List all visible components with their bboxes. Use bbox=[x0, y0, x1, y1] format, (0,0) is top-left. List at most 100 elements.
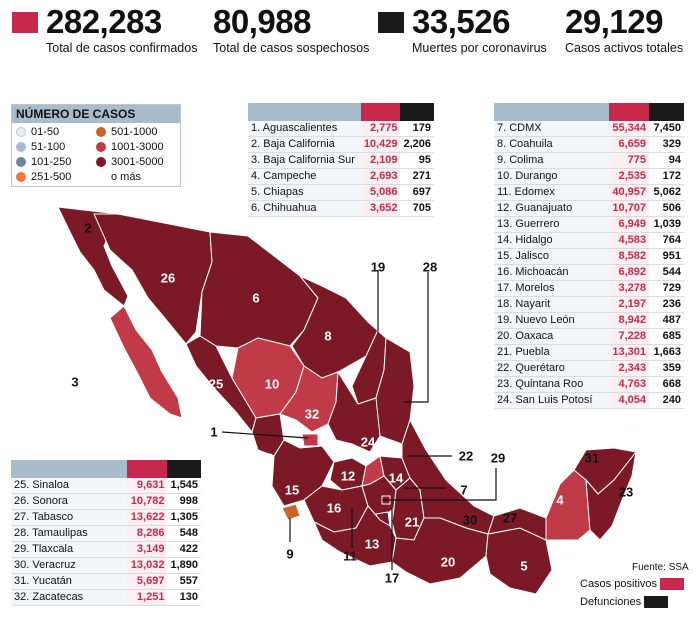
state-name-cell: 13. Guerrero bbox=[494, 216, 609, 234]
positive-cases-cell: 2,343 bbox=[609, 360, 649, 378]
positive-cases-cell: 4,583 bbox=[609, 232, 649, 250]
state-name-cell: 4. Campeche bbox=[248, 168, 361, 186]
red-square-marker bbox=[12, 11, 38, 33]
table-row: 11. Edomex 40,957 5,062 bbox=[494, 184, 684, 202]
state-name-cell: 5. Chiapas bbox=[248, 184, 361, 202]
map-label-22: 22 bbox=[459, 449, 473, 464]
stat-value: 33,526 bbox=[412, 3, 510, 40]
stat-label: Casos activos totales bbox=[565, 41, 684, 55]
positive-cases-cell: 775 bbox=[609, 152, 649, 170]
state-name-cell: 3. Baja California Sur bbox=[248, 152, 361, 170]
state-san-luis-potosi bbox=[327, 370, 381, 453]
key-positive-swatch bbox=[660, 578, 685, 590]
key-deaths-swatch bbox=[644, 596, 669, 608]
state-name-cell: 9. Colima bbox=[494, 152, 609, 170]
deaths-cell: 548 bbox=[167, 525, 201, 543]
table-row: 16. Michoacán 6,892 544 bbox=[494, 264, 684, 282]
map-label-15: 15 bbox=[285, 483, 299, 498]
deaths-cell: 179 bbox=[400, 121, 434, 138]
table-row: 25. Sinaloa 9,631 1,545 bbox=[11, 478, 201, 495]
deaths-cell: 359 bbox=[649, 360, 684, 378]
stat-suspected: 80,988 Total de casos sospechosos bbox=[213, 4, 369, 56]
positive-cases-cell: 3,652 bbox=[360, 200, 401, 218]
map-label-31: 31 bbox=[585, 451, 599, 466]
state-name-cell: 7. CDMX bbox=[494, 121, 609, 138]
legend-item: 01-50 bbox=[16, 125, 96, 139]
map-label-11: 11 bbox=[343, 549, 357, 564]
state-name-cell: 11. Edomex bbox=[494, 184, 609, 202]
state-quintana-roo bbox=[585, 451, 637, 541]
positive-cases-cell: 1,251 bbox=[127, 589, 168, 607]
positive-cases-cell: 2,109 bbox=[360, 152, 401, 170]
legend-label: o más bbox=[111, 171, 141, 183]
positive-cases-cell: 2,197 bbox=[609, 296, 649, 314]
table-row: 31. Yucatán 5,697 557 bbox=[11, 573, 201, 591]
deaths-cell: 951 bbox=[649, 248, 684, 266]
deaths-cell: 705 bbox=[400, 200, 434, 218]
map-label-6: 6 bbox=[252, 291, 259, 306]
deaths-cell: 764 bbox=[649, 232, 684, 250]
deaths-cell: 1,890 bbox=[167, 557, 201, 575]
source-note: Fuente: SSA bbox=[632, 562, 689, 573]
state-name-cell: 19. Nuevo León bbox=[494, 312, 609, 330]
deaths-cell: 1,305 bbox=[167, 509, 201, 527]
map-label-29: 29 bbox=[491, 451, 505, 466]
state-name-cell: 29. Tlaxcala bbox=[11, 541, 128, 559]
legend-label: 1001-3000 bbox=[111, 141, 164, 153]
legend-item: 501-1000 bbox=[96, 125, 176, 139]
positive-cases-cell: 13,622 bbox=[127, 509, 168, 527]
table-row: 29. Tlaxcala 3,149 422 bbox=[11, 541, 201, 559]
positive-cases-cell: 40,957 bbox=[609, 184, 649, 202]
deaths-cell: 1,663 bbox=[649, 344, 684, 362]
map-label-21: 21 bbox=[405, 515, 419, 530]
table-row: 14. Hidalgo 4,583 764 bbox=[494, 232, 684, 250]
positive-cases-cell: 13,032 bbox=[127, 557, 168, 575]
stat-value: 29,129 bbox=[565, 3, 663, 40]
map-label-13: 13 bbox=[365, 537, 379, 552]
deaths-cell: 729 bbox=[649, 280, 684, 298]
deaths-cell: 240 bbox=[649, 392, 684, 410]
positive-cases-cell: 13,301 bbox=[609, 344, 649, 362]
map-label-16: 16 bbox=[327, 501, 341, 516]
map-label-9: 9 bbox=[286, 547, 293, 562]
state-name-cell: 26. Sonora bbox=[11, 493, 128, 511]
table-row: 27. Tabasco 13,622 1,305 bbox=[11, 509, 201, 527]
positive-cases-cell: 9,631 bbox=[127, 478, 168, 495]
state-name-cell: 10. Durango bbox=[494, 168, 609, 186]
legend-item: o más bbox=[96, 170, 176, 184]
legend-swatch bbox=[16, 172, 26, 182]
table-states-7-24: 7. CDMX 55,344 7,450 8. Coahuila 6,659 329 9. … bbox=[494, 103, 684, 410]
positive-cases-cell: 6,949 bbox=[609, 216, 649, 234]
table-row: 9. Colima 775 94 bbox=[494, 152, 684, 170]
positive-cases-cell: 3,149 bbox=[127, 541, 168, 559]
map-label-24: 24 bbox=[361, 435, 376, 450]
table-row: 20. Oaxaca 7,228 685 bbox=[494, 328, 684, 346]
table-row: 5. Chiapas 5,086 697 bbox=[248, 184, 434, 202]
state-name-cell: 2. Baja California bbox=[248, 136, 361, 154]
stat-active: 29,129 Casos activos totales bbox=[565, 3, 684, 56]
deaths-cell: 1,039 bbox=[649, 216, 684, 234]
deaths-cell: 130 bbox=[167, 589, 201, 607]
legend-swatch bbox=[96, 157, 106, 167]
table-row: 17. Morelos 3,278 729 bbox=[494, 280, 684, 298]
deaths-cell: 236 bbox=[649, 296, 684, 314]
table-row: 12. Guanajuato 10,707 506 bbox=[494, 200, 684, 218]
state-name-cell: 21. Puebla bbox=[494, 344, 609, 362]
positive-cases-cell: 2,693 bbox=[360, 168, 401, 186]
map-label-18: 18 bbox=[259, 451, 273, 466]
deaths-cell: 544 bbox=[649, 264, 684, 282]
positive-cases-cell: 10,707 bbox=[609, 200, 649, 218]
table-row: 22. Querétaro 2,343 359 bbox=[494, 360, 684, 378]
positive-cases-cell: 6,892 bbox=[609, 264, 649, 282]
table-row: 3. Baja California Sur 2,109 95 bbox=[248, 152, 434, 170]
state-name-cell: 24. San Luis Potosí bbox=[494, 392, 609, 410]
map-label-14: 14 bbox=[389, 471, 404, 486]
map-label-25: 25 bbox=[209, 377, 223, 392]
key-positive: Casos positivos bbox=[580, 578, 685, 590]
state-name-cell: 31. Yucatán bbox=[11, 573, 128, 591]
deaths-cell: 487 bbox=[649, 312, 684, 330]
map-label-4: 4 bbox=[556, 493, 564, 508]
state-tamaulipas bbox=[371, 337, 415, 445]
state-name-cell: 15. Jalisco bbox=[494, 248, 609, 266]
